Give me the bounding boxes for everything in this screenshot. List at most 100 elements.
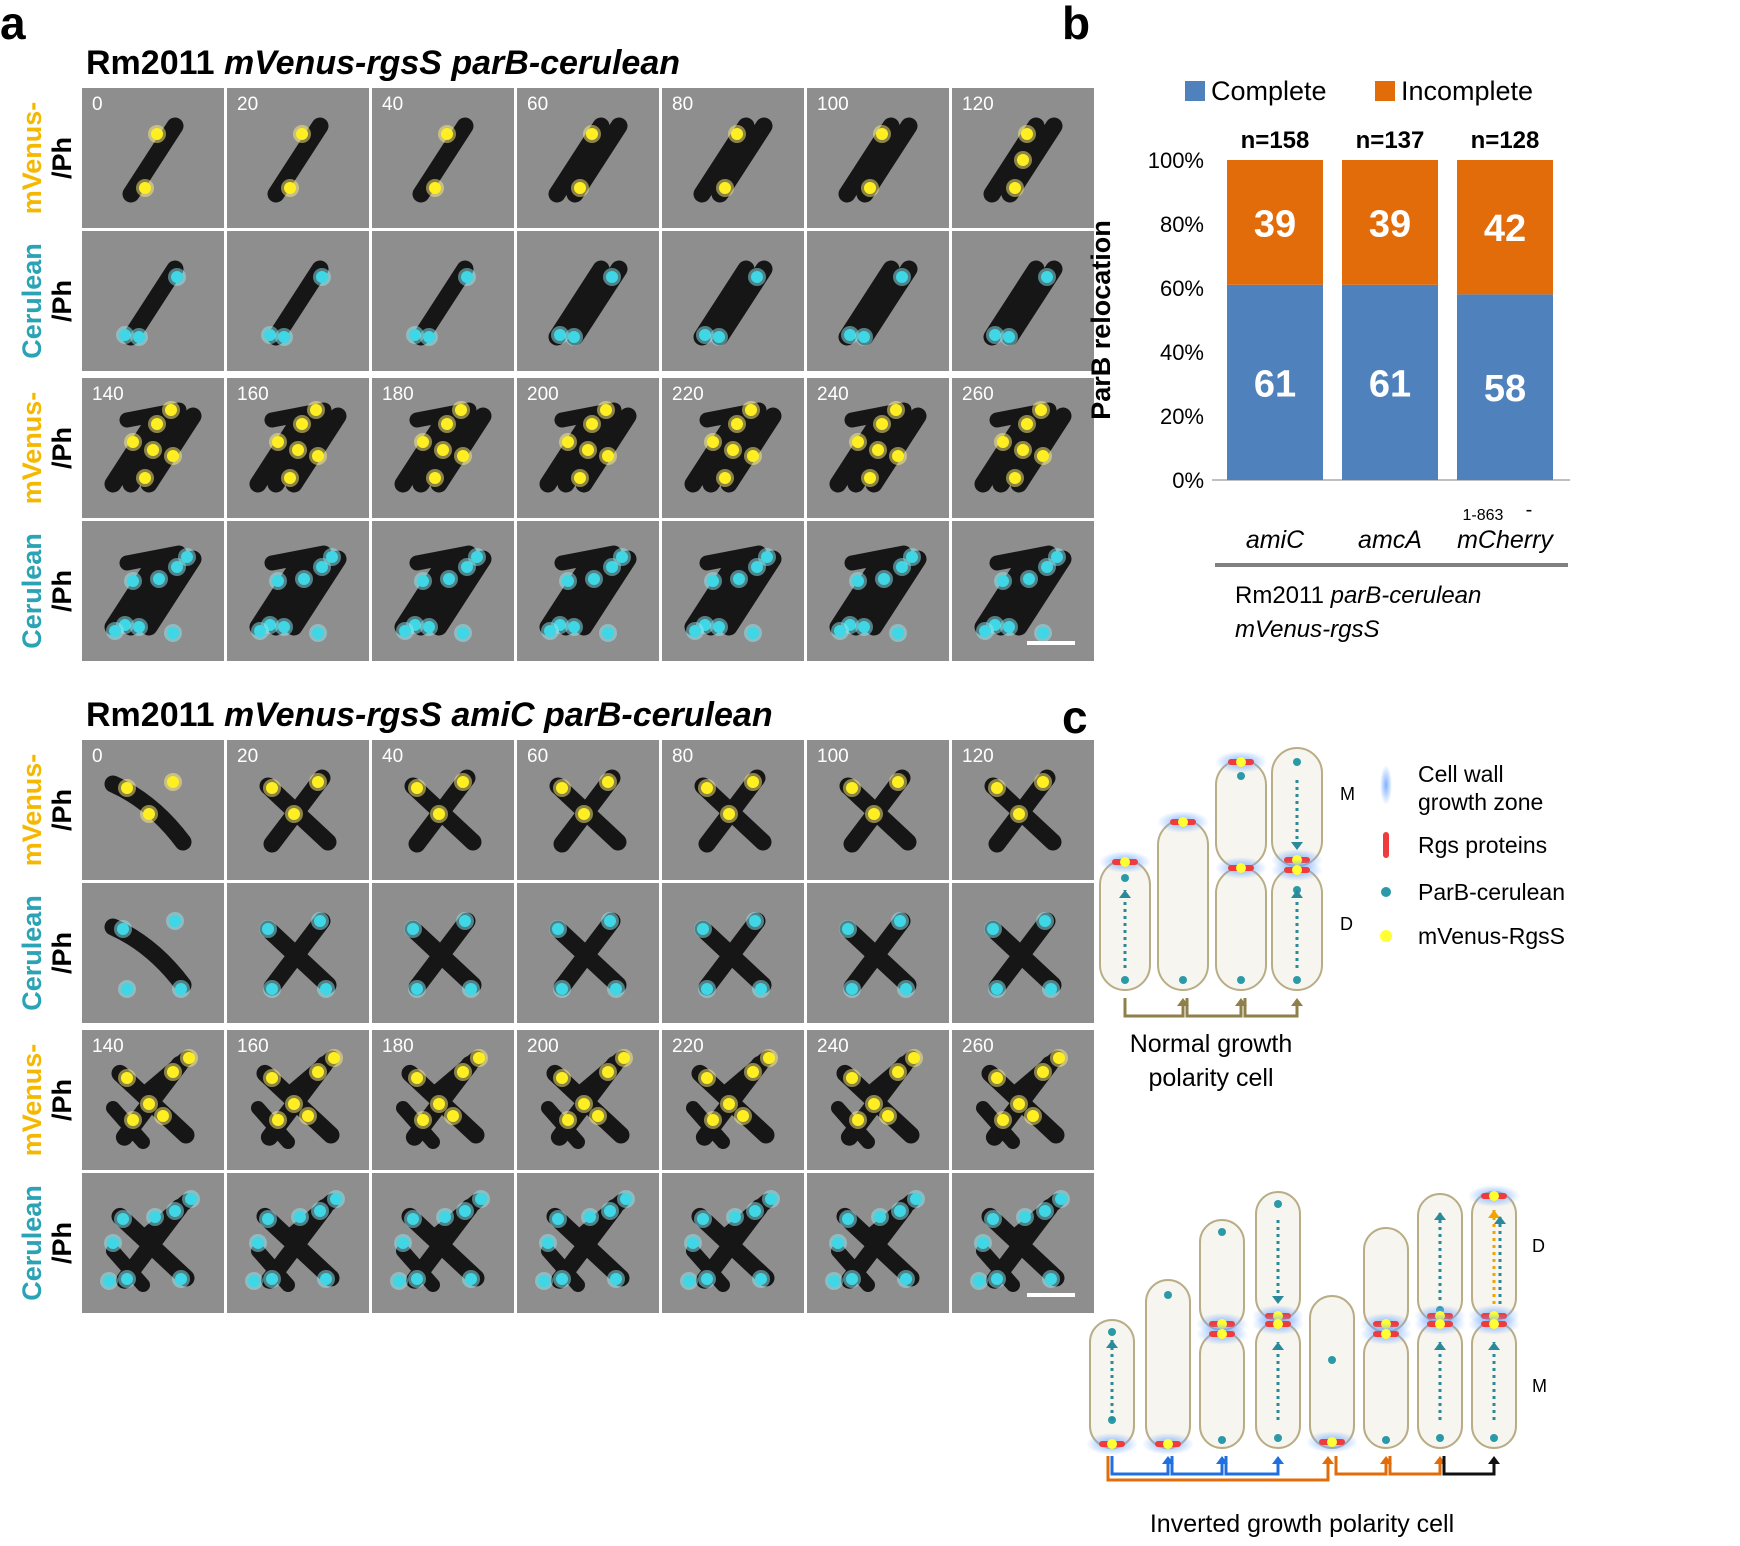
group-label-line1: Rm2011 parB-cerulean [1235, 582, 1481, 609]
parb-dot [1121, 976, 1129, 984]
micrograph-tile [372, 521, 514, 661]
label-M: M [1340, 784, 1355, 804]
cell-image [548, 117, 628, 203]
cell-image [394, 545, 492, 642]
lineage-bracket [1106, 1456, 1330, 1482]
legend-label: ParB-cerulean [1418, 879, 1565, 905]
micrograph-tile [372, 883, 514, 1023]
label-D: D [1340, 914, 1353, 934]
y-tick-label: 100% [1148, 148, 1204, 173]
time-label: 100 [817, 746, 849, 767]
time-label: 100 [817, 94, 849, 115]
time-label: 40 [382, 94, 404, 115]
y-tick-label: 20% [1160, 404, 1204, 429]
micrograph-tile: 60 [517, 88, 659, 228]
scale-bar [1027, 641, 1075, 645]
cell-outline [1309, 1295, 1355, 1449]
cell-image [984, 769, 1062, 853]
parb-dot [1237, 772, 1245, 780]
cell-image [535, 1190, 635, 1292]
lineage-arrowhead [1272, 1456, 1284, 1464]
micrograph-tile: 240 [807, 1030, 949, 1170]
x-tick-label: amiC [1246, 526, 1305, 554]
parb-dot [1121, 874, 1129, 882]
micrograph-tile: 20 [227, 740, 369, 880]
cell-image [831, 1049, 923, 1149]
red-bar-icon [1383, 832, 1389, 858]
cell-image [251, 1049, 343, 1149]
cell-image [694, 912, 772, 998]
legend-label: Cell wall [1418, 761, 1504, 787]
time-label: 140 [92, 1036, 124, 1057]
parb-dot [1436, 1434, 1444, 1442]
cell-image [694, 769, 772, 853]
blue-halo-icon [1380, 765, 1392, 805]
legend-label: Rgs proteins [1418, 832, 1547, 858]
time-label: 120 [962, 94, 994, 115]
cell-image [104, 773, 192, 851]
parb-dot [1218, 1436, 1226, 1444]
time-label: 240 [817, 384, 849, 405]
cell-image [541, 1049, 633, 1149]
time-label: 200 [527, 1036, 559, 1057]
time-label: 0 [92, 94, 103, 115]
parb-dot [1274, 1200, 1282, 1208]
micrograph-tile: 160 [227, 1030, 369, 1170]
mvenus-dot [1236, 757, 1246, 767]
time-label: 260 [962, 1036, 994, 1057]
x-tick-dash: - [1526, 499, 1533, 521]
lineage-bracket [1334, 1456, 1388, 1476]
mvenus-dot [1489, 1319, 1499, 1329]
bar-incomplete [1457, 160, 1553, 295]
y-tick-label: 0% [1172, 468, 1204, 493]
n-label: n=158 [1241, 127, 1310, 154]
cell-image [261, 260, 331, 346]
data-label-incomplete: 39 [1254, 203, 1296, 245]
micrograph-tile: 160 [227, 378, 369, 518]
micrograph-tile: 180 [372, 378, 514, 518]
micrograph-tile [807, 1173, 949, 1313]
cell-image [116, 260, 186, 346]
cell-image [984, 912, 1062, 998]
micrograph-tile [82, 521, 224, 661]
cell-image [838, 260, 918, 346]
micrograph-tile [662, 883, 804, 1023]
row-label-cerulean: Cerulean/Ph [17, 1185, 77, 1301]
micrograph-tile: 60 [517, 740, 659, 880]
time-label: 220 [672, 1036, 704, 1057]
cell-image [970, 1190, 1070, 1292]
cell-image [104, 545, 202, 642]
time-label: 200 [527, 384, 559, 405]
cell-image [267, 117, 329, 203]
cell-image [983, 117, 1063, 203]
micrograph-tile [517, 883, 659, 1023]
cell-image [684, 401, 782, 493]
time-label: 80 [672, 94, 694, 115]
micrograph-tile [82, 883, 224, 1023]
micrograph-tile [517, 231, 659, 371]
cell-image [404, 769, 482, 853]
parb-relocation-chart: Complete Incomplete ParB relocation 100% 80%… [1086, 76, 1570, 643]
lineage-bracket [1442, 1456, 1496, 1476]
bar-complete [1457, 294, 1553, 480]
cell-image [394, 401, 492, 493]
cell-image [829, 401, 927, 493]
row-label-cerulean: Cerulean/Ph [17, 243, 77, 359]
micrograph-tile [807, 231, 949, 371]
lineage-bracket [1243, 998, 1299, 1018]
micrograph-tile: 220 [662, 1030, 804, 1170]
micrograph-tile [807, 521, 949, 661]
cell-image [549, 769, 627, 853]
mvenus-dot [1292, 865, 1302, 875]
lineage-bracket [1224, 1456, 1280, 1476]
lineage-arrowhead [1488, 1456, 1500, 1464]
micrograph-tile: 260 [952, 1030, 1094, 1170]
time-label: 0 [92, 746, 103, 767]
mvenus-dot [1163, 1439, 1173, 1449]
parb-dot [1164, 1291, 1172, 1299]
cell-image [686, 1049, 778, 1149]
arrow-head [1488, 1342, 1500, 1350]
time-label: 180 [382, 384, 414, 405]
bar-complete [1227, 284, 1323, 480]
cell-image [838, 117, 918, 203]
